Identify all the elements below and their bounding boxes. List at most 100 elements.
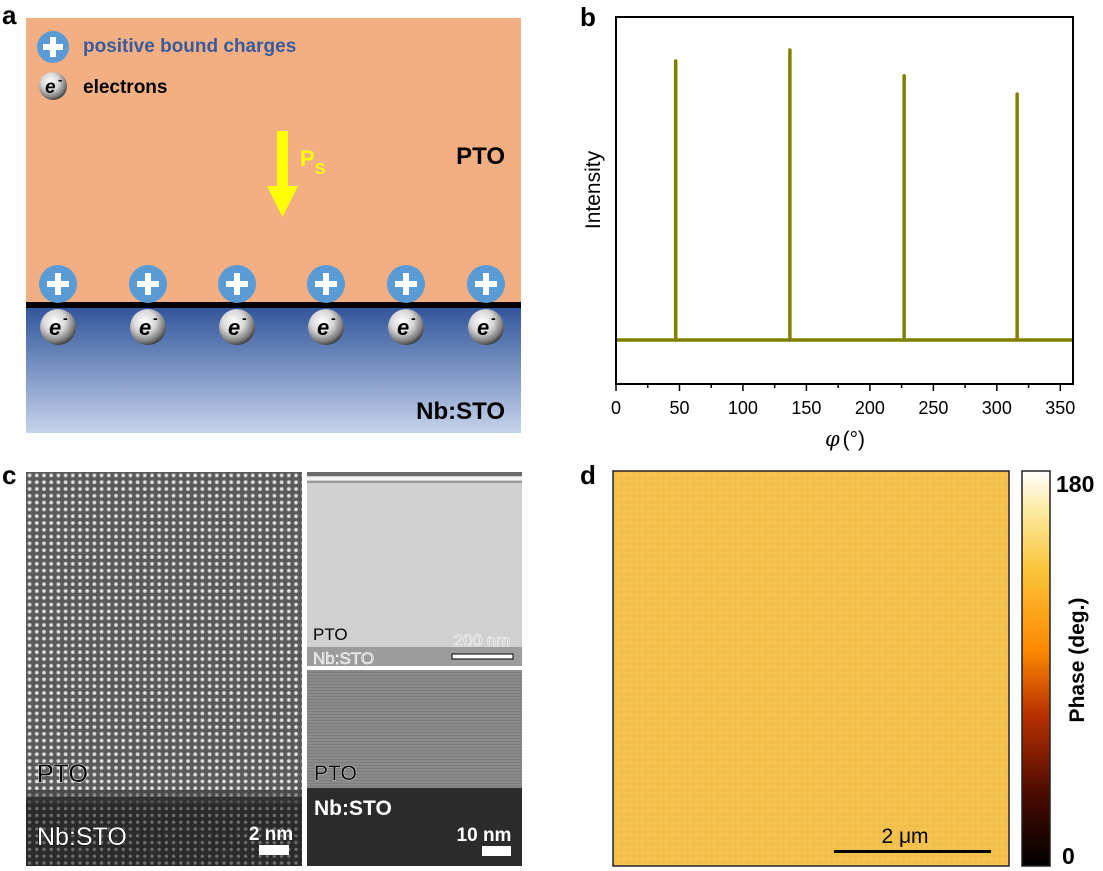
plus-bar-v bbox=[234, 273, 240, 295]
bottom-right-substrate-label: Nb:STO bbox=[314, 797, 392, 820]
electron-symbol: e bbox=[397, 315, 409, 340]
colorbar-min-label: 0 bbox=[1062, 843, 1075, 869]
electron-symbol: e bbox=[139, 315, 151, 340]
substrate-layer bbox=[26, 305, 521, 433]
phase-map bbox=[612, 470, 1010, 867]
bound-charge bbox=[467, 265, 505, 303]
image-divider-horizontal bbox=[305, 666, 525, 670]
pto-label: PTO bbox=[456, 143, 505, 170]
electron-icon-superscript: - bbox=[58, 72, 62, 87]
colorbar-title: Phase (deg.) bbox=[1066, 598, 1089, 723]
top-right-surface bbox=[307, 472, 522, 476]
electron-icon bbox=[308, 309, 344, 345]
legend-electron-label: electrons bbox=[83, 77, 167, 98]
panel-d: 2 μm 180 0 Phase (deg.) bbox=[612, 470, 1094, 869]
top-right-pto-label: PTO bbox=[313, 625, 348, 644]
substrate-label: Nb:STO bbox=[416, 398, 505, 425]
arrow-down-icon bbox=[267, 186, 298, 217]
panel-label-c: c bbox=[2, 460, 17, 490]
x-axis-label: φ (°) bbox=[825, 427, 865, 451]
bottom-right-scale-bar bbox=[482, 846, 511, 856]
top-right-surface-light bbox=[307, 477, 522, 480]
lattice-pto bbox=[26, 472, 302, 799]
electron: e- bbox=[388, 309, 424, 345]
electron-symbol: e bbox=[477, 315, 489, 340]
top-right-pto bbox=[307, 472, 522, 648]
stem-image-top-right: PTO Nb:STO 200 nm bbox=[307, 472, 522, 668]
panel-label-b: b bbox=[580, 2, 596, 32]
panel-a: positive bound charges e - electrons PS … bbox=[26, 18, 521, 433]
plus-bar-v bbox=[323, 273, 329, 295]
x-tick-label: 50 bbox=[669, 398, 689, 418]
electron-icon-symbol: e bbox=[45, 77, 56, 98]
electron: e- bbox=[468, 309, 504, 345]
left-pto-label: PTO bbox=[37, 760, 88, 788]
legend-positive: positive bound charges bbox=[37, 31, 296, 63]
electron-icon bbox=[130, 309, 166, 345]
bottom-right-pto bbox=[307, 670, 522, 789]
y-axis-label: Intensity bbox=[582, 150, 605, 229]
polarization-label: PS bbox=[300, 146, 326, 178]
colorbar bbox=[1021, 470, 1051, 867]
electron: e- bbox=[308, 309, 344, 345]
x-axis-unit: (°) bbox=[843, 428, 865, 451]
electron-icon bbox=[219, 309, 255, 345]
electron-icon bbox=[39, 72, 67, 100]
polarization-subscript: S bbox=[315, 161, 326, 178]
top-right-surface-dark bbox=[307, 481, 522, 483]
x-tick-label: 0 bbox=[611, 398, 621, 418]
legend-electron: e - electrons bbox=[39, 72, 167, 100]
panel-b: 0 50 100 150 200 250 300 350 Intensity φ (°) bbox=[582, 16, 1075, 451]
x-tick-label: 300 bbox=[982, 398, 1012, 418]
charge-row: e-e-e-e-e-e- bbox=[39, 265, 505, 345]
interface-line bbox=[26, 302, 521, 308]
series-phi-scan bbox=[617, 48, 1072, 342]
image-divider bbox=[302, 472, 305, 866]
bound-charge bbox=[307, 265, 345, 303]
plus-bar-v bbox=[55, 273, 61, 295]
left-scale-bar bbox=[259, 845, 289, 855]
electron-symbol: e bbox=[228, 315, 240, 340]
arrow-shaft bbox=[277, 131, 288, 189]
electron-icon bbox=[468, 309, 504, 345]
electron-superscript: - bbox=[331, 310, 336, 326]
bound-charge bbox=[218, 265, 256, 303]
stem-image-bottom-right: PTO Nb:STO 10 nm bbox=[307, 670, 522, 866]
electron: e- bbox=[219, 309, 255, 345]
colorbar-max-label: 180 bbox=[1056, 471, 1094, 497]
bound-charge bbox=[387, 265, 425, 303]
electron-icon bbox=[40, 309, 76, 345]
electron: e- bbox=[130, 309, 166, 345]
top-right-scale-bar bbox=[451, 653, 514, 660]
plus-bar-v bbox=[483, 273, 489, 295]
electron-superscript: - bbox=[411, 310, 416, 326]
electron: e- bbox=[40, 309, 76, 345]
plus-bar-v bbox=[145, 273, 151, 295]
stem-image-left: PTO Nb:STO 2 nm bbox=[26, 472, 302, 866]
top-right-substrate-label: Nb:STO bbox=[313, 649, 374, 668]
x-tick-label: 250 bbox=[918, 398, 948, 418]
electron-superscript: - bbox=[153, 310, 158, 326]
electron-superscript: - bbox=[242, 310, 247, 326]
plot-frame bbox=[615, 16, 1074, 385]
electron-icon bbox=[388, 309, 424, 345]
x-axis-ticks: 0 50 100 150 200 250 300 350 bbox=[611, 384, 1075, 418]
plus-bar-v bbox=[403, 273, 409, 295]
legend-positive-label: positive bound charges bbox=[83, 36, 296, 57]
interface-blur bbox=[26, 790, 302, 804]
top-right-substrate bbox=[307, 647, 522, 666]
map-scale-bar bbox=[834, 850, 991, 853]
polarization-arrow: PS bbox=[267, 131, 326, 217]
electron-symbol: e bbox=[317, 315, 329, 340]
left-substrate-label: Nb:STO bbox=[37, 823, 127, 851]
x-tick-label: 350 bbox=[1045, 398, 1075, 418]
x-tick-label: 200 bbox=[855, 398, 885, 418]
electron-superscript: - bbox=[491, 310, 496, 326]
bound-charge bbox=[39, 265, 77, 303]
panel-c: PTO Nb:STO 2 nm PTO Nb:STO 200 nm PTO Nb… bbox=[26, 472, 525, 866]
bottom-right-pto-label: PTO bbox=[314, 762, 357, 785]
bound-charge bbox=[129, 265, 167, 303]
top-right-scale-label: 200 nm bbox=[454, 631, 511, 650]
panel-label-d: d bbox=[580, 460, 596, 490]
